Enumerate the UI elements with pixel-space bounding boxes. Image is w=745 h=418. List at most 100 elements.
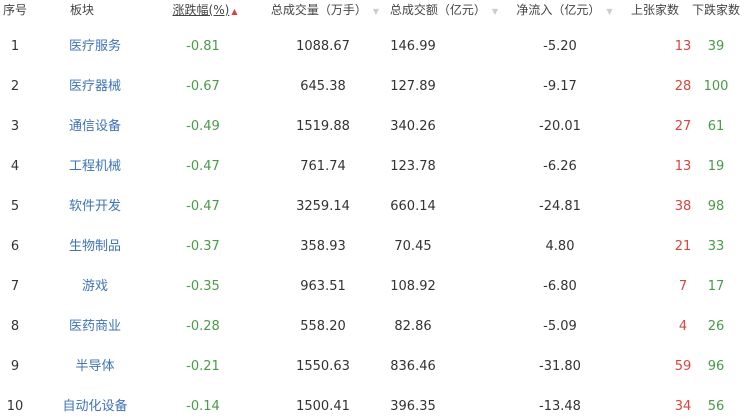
cell-change: -0.47 (186, 159, 220, 174)
cell-volume: 358.93 (300, 239, 346, 254)
cell-rank: 4 (10, 159, 20, 174)
table-row[interactable]: 3 通信设备 -0.49 1519.88 340.26 -20.01 27 61 (0, 117, 745, 137)
sort-asc-icon[interactable]: ▲ (231, 7, 238, 16)
header-change-label[interactable]: 涨跌幅(%) (172, 3, 230, 17)
cell-amount: 123.78 (390, 159, 436, 174)
cell-down: 17 (707, 279, 725, 294)
header-volume-label[interactable]: 总成交量（万手） (270, 3, 367, 17)
table-row[interactable]: 4 工程机械 -0.47 761.74 123.78 -6.26 13 19 (0, 157, 745, 177)
cell-amount: 340.26 (390, 119, 436, 134)
sector-link[interactable]: 工程机械 (68, 159, 121, 174)
sort-icon[interactable]: ▼ (372, 7, 380, 16)
cell-up: 13 (674, 159, 692, 174)
cell-down: 26 (707, 319, 725, 334)
sector-link[interactable]: 通信设备 (68, 119, 121, 134)
cell-up: 13 (674, 39, 692, 54)
cell-amount: 836.46 (390, 359, 436, 374)
header-down: 下跌家数 (691, 3, 740, 17)
cell-volume: 963.51 (300, 279, 346, 294)
cell-up: 21 (674, 239, 692, 254)
cell-down: 98 (707, 199, 725, 214)
header-rank: 序号 (2, 3, 27, 17)
table-row[interactable]: 1 医疗服务 -0.81 1088.67 146.99 -5.20 13 39 (0, 37, 745, 57)
cell-rank: 2 (10, 79, 20, 94)
cell-up: 27 (674, 119, 692, 134)
cell-netflow: -5.20 (543, 39, 577, 54)
cell-amount: 146.99 (390, 39, 436, 54)
cell-volume: 1088.67 (296, 39, 350, 54)
cell-volume: 558.20 (300, 319, 346, 334)
sort-icon[interactable]: ▼ (606, 7, 613, 16)
table-row[interactable]: 2 医疗器械 -0.67 645.38 127.89 -9.17 28 100 (0, 77, 745, 97)
cell-rank: 7 (10, 279, 20, 294)
cell-down: 33 (707, 239, 725, 254)
cell-netflow: -6.80 (543, 279, 577, 294)
cell-netflow: -6.26 (543, 159, 577, 174)
header-volume[interactable]: 总成交量（万手） ▼ (265, 0, 385, 22)
cell-netflow: -5.09 (543, 319, 577, 334)
header-netflow[interactable]: 净流入（亿元） ▼ (512, 0, 617, 22)
cell-down: 96 (707, 359, 725, 374)
table-header: 序号 板块 涨跌幅(%) ▲ 总成交量（万手） ▼ 总成交额（亿元） ▼ 净流入（亿元… (0, 0, 745, 20)
cell-amount: 396.35 (390, 399, 436, 414)
cell-rank: 10 (6, 399, 24, 414)
header-netflow-label[interactable]: 净流入（亿元） (516, 3, 601, 17)
sector-link[interactable]: 游戏 (81, 279, 108, 294)
sector-link[interactable]: 生物制品 (68, 239, 121, 254)
cell-netflow: -20.01 (539, 119, 581, 134)
header-up: 上张家数 (630, 3, 679, 17)
cell-rank: 9 (10, 359, 20, 374)
header-amount-label[interactable]: 总成交额（亿元） (389, 3, 486, 17)
cell-change: -0.14 (186, 399, 220, 414)
cell-rank: 8 (10, 319, 20, 334)
sector-link[interactable]: 医药商业 (68, 319, 121, 334)
cell-up: 38 (674, 199, 692, 214)
sort-icon[interactable]: ▼ (491, 7, 499, 16)
table-row[interactable]: 10 自动化设备 -0.14 1500.41 396.35 -13.48 34 56 (0, 397, 745, 417)
cell-rank: 6 (10, 239, 20, 254)
cell-down: 19 (707, 159, 725, 174)
cell-netflow: -31.80 (539, 359, 581, 374)
table-row[interactable]: 9 半导体 -0.21 1550.63 836.46 -31.80 59 96 (0, 357, 745, 377)
cell-amount: 70.45 (394, 239, 432, 254)
cell-down: 39 (707, 39, 725, 54)
cell-volume: 645.38 (300, 79, 346, 94)
cell-down: 61 (707, 119, 725, 134)
table-row[interactable]: 5 软件开发 -0.47 3259.14 660.14 -24.81 38 98 (0, 197, 745, 217)
cell-rank: 1 (10, 39, 20, 54)
sector-link[interactable]: 软件开发 (68, 199, 121, 214)
table-row[interactable]: 7 游戏 -0.35 963.51 108.92 -6.80 7 17 (0, 277, 745, 297)
cell-change: -0.28 (186, 319, 220, 334)
header-change[interactable]: 涨跌幅(%) ▲ (165, 0, 245, 22)
cell-down: 100 (703, 79, 729, 94)
cell-change: -0.37 (186, 239, 220, 254)
cell-netflow: 4.80 (545, 239, 575, 254)
cell-rank: 3 (10, 119, 20, 134)
sector-link[interactable]: 自动化设备 (62, 399, 128, 414)
cell-down: 56 (707, 399, 725, 414)
cell-volume: 1519.88 (296, 119, 350, 134)
cell-change: -0.47 (186, 199, 220, 214)
cell-amount: 127.89 (390, 79, 436, 94)
cell-netflow: -13.48 (539, 399, 581, 414)
sector-link[interactable]: 医疗器械 (68, 79, 121, 94)
cell-amount: 82.86 (394, 319, 432, 334)
cell-up: 28 (674, 79, 692, 94)
header-name: 板块 (69, 3, 94, 17)
cell-up: 59 (674, 359, 692, 374)
cell-amount: 108.92 (390, 279, 436, 294)
cell-netflow: -9.17 (543, 79, 577, 94)
cell-change: -0.67 (186, 79, 220, 94)
sector-link[interactable]: 医疗服务 (68, 39, 121, 54)
cell-netflow: -24.81 (539, 199, 581, 214)
cell-change: -0.49 (186, 119, 220, 134)
cell-volume: 761.74 (300, 159, 346, 174)
header-amount[interactable]: 总成交额（亿元） ▼ (388, 0, 500, 22)
cell-amount: 660.14 (390, 199, 436, 214)
cell-rank: 5 (10, 199, 20, 214)
sector-link[interactable]: 半导体 (75, 359, 115, 374)
table-row[interactable]: 8 医药商业 -0.28 558.20 82.86 -5.09 4 26 (0, 317, 745, 337)
table-row[interactable]: 6 生物制品 -0.37 358.93 70.45 4.80 21 33 (0, 237, 745, 257)
cell-change: -0.35 (186, 279, 220, 294)
cell-volume: 1550.63 (296, 359, 350, 374)
